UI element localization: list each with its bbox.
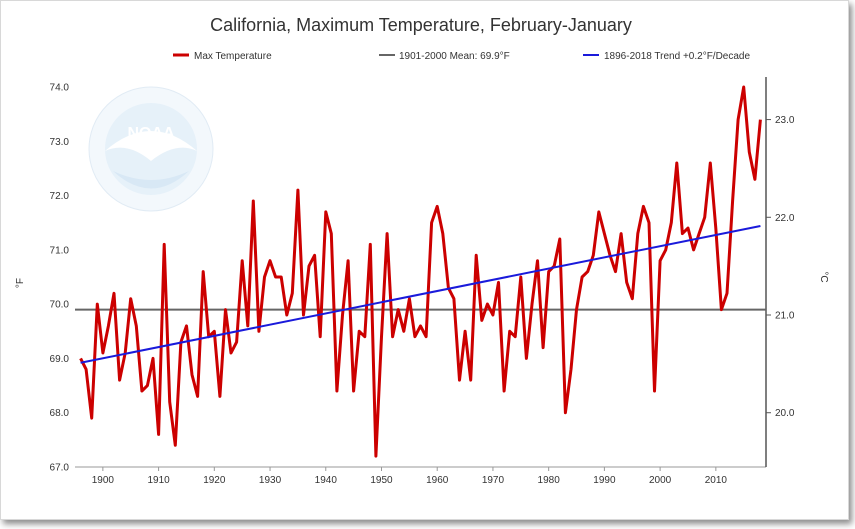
x-tick-label: 1900 xyxy=(92,475,115,486)
chart-svg: California, Maximum Temperature, Februar… xyxy=(15,15,829,486)
chart-title: California, Maximum Temperature, Februar… xyxy=(210,15,632,35)
y-tick-label: 71.0 xyxy=(50,245,70,256)
y-axis-label-right: °C xyxy=(818,271,829,282)
y-right-tick-label: 20.0 xyxy=(775,408,795,419)
max-temperature-line xyxy=(79,85,762,458)
y-tick-label: 74.0 xyxy=(50,83,70,94)
legend-item-max-temperature[interactable]: Max Temperature xyxy=(173,51,272,62)
legend-label-max-temperature: Max Temperature xyxy=(194,51,272,62)
x-tick-label: 1940 xyxy=(315,475,338,486)
y-axis-label-left: °F xyxy=(15,278,26,288)
legend-label-trend: 1896-2018 Trend +0.2°F/Decade xyxy=(604,51,750,62)
plot-area xyxy=(75,85,766,458)
y-right-tick-label: 22.0 xyxy=(775,213,795,224)
noaa-logo-text: NOAA xyxy=(127,125,175,142)
x-tick-label: 1930 xyxy=(259,475,282,486)
x-tick-label: 2010 xyxy=(705,475,728,486)
noaa-logo: NOAA xyxy=(88,86,214,212)
y-right-tick-label: 21.0 xyxy=(775,311,795,322)
x-tick-label: 1980 xyxy=(538,475,561,486)
legend-item-mean[interactable]: 1901-2000 Mean: 69.9°F xyxy=(379,51,510,62)
x-tick-label: 2000 xyxy=(649,475,672,486)
trend-line xyxy=(80,224,761,364)
x-tick-label: 1910 xyxy=(147,475,170,486)
x-tick-label: 1950 xyxy=(370,475,393,486)
noaa-bird-icon xyxy=(105,131,197,161)
y-tick-label: 72.0 xyxy=(50,191,70,202)
legend[interactable]: Max Temperature 1901-2000 Mean: 69.9°F 1… xyxy=(173,51,750,62)
y-right-tick-label: 23.0 xyxy=(775,115,795,126)
x-tick-label: 1990 xyxy=(593,475,616,486)
chart-frame: California, Maximum Temperature, Februar… xyxy=(0,0,849,520)
y-tick-label: 69.0 xyxy=(50,354,70,365)
y-tick-label: 68.0 xyxy=(50,408,70,419)
y-tick-label: 73.0 xyxy=(50,137,70,148)
y-tick-label: 67.0 xyxy=(50,463,70,474)
x-tick-label: 1920 xyxy=(203,475,226,486)
axes: 67.0 68.0 69.0 70.0 71.0 72.0 73.0 74.0 1900 1910… xyxy=(50,77,795,486)
x-tick-label: 1970 xyxy=(482,475,505,486)
legend-item-trend[interactable]: 1896-2018 Trend +0.2°F/Decade xyxy=(583,51,750,62)
x-tick-label: 1960 xyxy=(426,475,449,486)
y-tick-label: 70.0 xyxy=(50,300,70,311)
legend-label-mean: 1901-2000 Mean: 69.9°F xyxy=(399,51,510,62)
